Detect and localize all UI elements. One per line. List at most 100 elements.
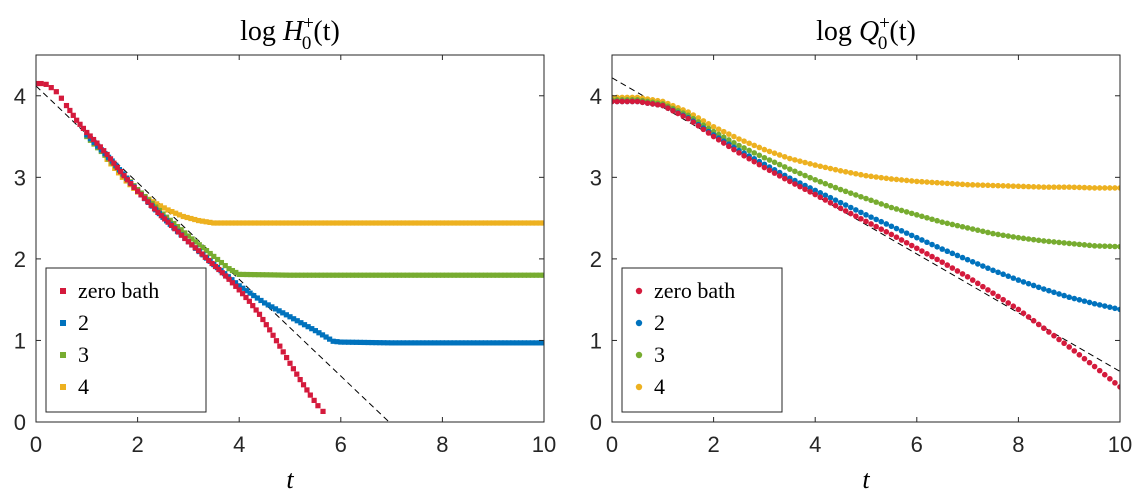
- right-ticks: 0 2 4 6 8 10 0 1 2 3 4: [590, 55, 1132, 457]
- data-point: [260, 316, 266, 323]
- data-point: [229, 277, 235, 283]
- data-point: [474, 272, 481, 278]
- data-point: [985, 182, 991, 189]
- data-point: [1015, 183, 1022, 190]
- data-point: [934, 256, 940, 263]
- data-point: [649, 101, 656, 107]
- data-point: [1035, 321, 1042, 328]
- data-point: [1061, 184, 1067, 190]
- data-point: [726, 143, 732, 150]
- data-point: [873, 223, 879, 230]
- data-point: [396, 340, 403, 346]
- data-point: [751, 142, 758, 149]
- data-point: [1076, 297, 1083, 303]
- data-point: [233, 269, 239, 276]
- data-point: [1091, 300, 1098, 307]
- data-point: [541, 272, 544, 278]
- data-point: [959, 254, 966, 261]
- data-point: [295, 220, 301, 226]
- data-point: [262, 300, 268, 306]
- data-point: [781, 175, 788, 182]
- data-point: [1086, 299, 1093, 306]
- left-x-tick-label: 8: [436, 432, 448, 457]
- data-point: [980, 228, 986, 235]
- data-point: [297, 376, 303, 383]
- data-point: [878, 218, 885, 225]
- left-legend-item: 4: [60, 374, 89, 399]
- data-point: [271, 220, 277, 226]
- data-point: [1046, 287, 1052, 294]
- data-point: [199, 251, 205, 257]
- data-point: [822, 164, 829, 171]
- data-point: [1081, 355, 1088, 362]
- data-point: [498, 220, 504, 226]
- data-point: [248, 220, 254, 226]
- data-point: [990, 290, 996, 296]
- data-point: [858, 171, 864, 178]
- data-point: [680, 113, 686, 119]
- data-point: [244, 220, 250, 226]
- data-point: [330, 272, 336, 278]
- data-point: [985, 265, 991, 271]
- data-point: [954, 252, 961, 259]
- data-point: [361, 339, 367, 346]
- data-point: [985, 287, 991, 293]
- data-point: [1071, 241, 1078, 247]
- data-point: [756, 144, 763, 151]
- data-point: [1010, 303, 1017, 309]
- data-point: [338, 339, 344, 345]
- data-point: [291, 220, 297, 226]
- data-point: [38, 80, 44, 87]
- data-point: [510, 340, 516, 346]
- data-point: [196, 242, 202, 248]
- data-point: [1025, 236, 1032, 242]
- data-point: [776, 161, 783, 168]
- data-point: [510, 272, 516, 278]
- data-point: [781, 164, 788, 170]
- data-point: [898, 237, 905, 243]
- data-point: [695, 122, 702, 129]
- data-point: [898, 207, 905, 214]
- data-point: [353, 339, 360, 345]
- data-point: [985, 229, 991, 236]
- data-point: [929, 216, 935, 223]
- data-point: [525, 272, 531, 278]
- data-point: [90, 136, 97, 143]
- data-point: [929, 179, 935, 186]
- legend-label: zero bath: [78, 278, 159, 303]
- data-point: [97, 144, 103, 150]
- data-point: [847, 190, 854, 196]
- data-point: [533, 340, 539, 346]
- data-point: [435, 272, 442, 278]
- data-point: [751, 150, 758, 156]
- data-point: [914, 212, 920, 218]
- data-point: [202, 254, 208, 260]
- data-point: [218, 220, 224, 226]
- data-point: [792, 157, 798, 163]
- data-point: [240, 285, 246, 291]
- data-point: [447, 340, 453, 346]
- data-point: [893, 234, 900, 240]
- data-point: [377, 220, 383, 226]
- data-point: [1107, 185, 1113, 191]
- data-point: [832, 197, 839, 203]
- data-point: [873, 216, 879, 223]
- data-point: [435, 340, 442, 346]
- data-point: [705, 130, 712, 136]
- left-axes-box: [35, 54, 545, 423]
- data-point: [309, 326, 315, 332]
- data-point: [766, 167, 773, 174]
- data-point: [482, 220, 488, 226]
- data-point: [1091, 363, 1098, 370]
- data-point: [169, 208, 175, 215]
- data-point: [334, 220, 340, 226]
- data-point: [185, 239, 191, 245]
- data-point: [67, 107, 73, 114]
- data-point: [624, 98, 631, 105]
- data-point: [416, 272, 422, 278]
- data-point: [283, 312, 289, 318]
- data-point: [964, 181, 971, 188]
- data-point: [91, 139, 97, 145]
- data-point: [216, 266, 222, 273]
- data-point: [334, 339, 340, 345]
